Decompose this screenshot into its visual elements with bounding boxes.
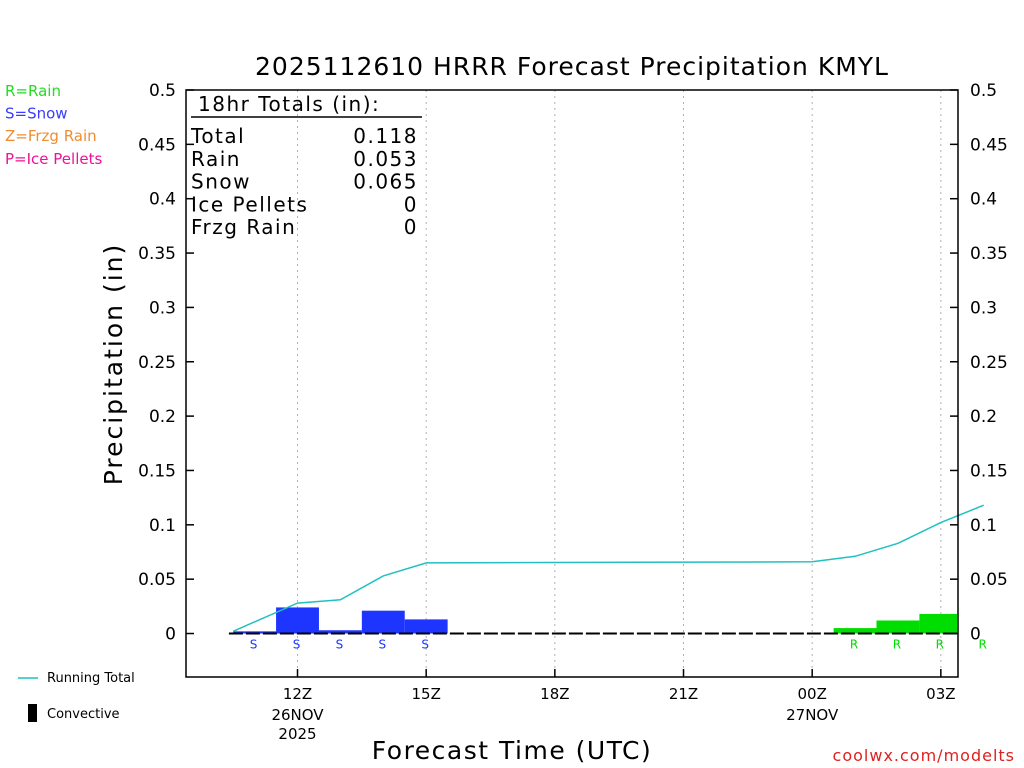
running-total-legend-label: Running Total [47, 671, 135, 686]
y-tick-label-right-0.2: 0.2 [970, 407, 997, 427]
y-tick-label-left-0.5: 0.5 [149, 81, 176, 101]
y-tick-label-right-0.05: 0.05 [970, 570, 1008, 590]
y-tick-label-left-0.1: 0.1 [149, 516, 176, 536]
y-tick-label-left-0.15: 0.15 [138, 461, 176, 481]
y-tick-label-left-0.2: 0.2 [149, 407, 176, 427]
bar-hour-11 [233, 631, 277, 634]
y-tick-label-right-0.4: 0.4 [970, 190, 997, 210]
legend-S: S=Snow [5, 105, 68, 123]
x-tick-year-12Z: 2025 [278, 725, 316, 743]
y-tick-label-right-0.5: 0.5 [970, 81, 997, 101]
x-tick-label-12Z: 12Z [283, 685, 312, 703]
y-tick-label-left-0: 0 [165, 625, 176, 645]
precip-type-label-25: R [850, 638, 858, 652]
precip-type-label-12: S [293, 638, 301, 652]
precip-type-legend: R=Rain S=Snow Z=Frzg Rain P=Ice Pellets [5, 82, 102, 168]
x-tick-label-21Z: 21Z [669, 685, 698, 703]
running-total-series [232, 504, 984, 632]
y-tick-label-left-0.35: 0.35 [138, 244, 176, 264]
convective-legend-label: Convective [47, 707, 120, 722]
x-tick-date-12Z: 26NOV [271, 706, 324, 724]
totals-header: 18hr Totals (in): [198, 92, 380, 116]
totals-label-2: Snow [191, 170, 251, 194]
x-tick-label-18Z: 18Z [540, 685, 569, 703]
bar-hour-27 [919, 613, 957, 634]
precip-type-label-11: S [250, 638, 258, 652]
bar-hour-12 [276, 607, 319, 634]
totals-label-0: Total [190, 124, 245, 148]
credit-text: coolwx.com/modelts [833, 746, 1015, 765]
chart-title: 2025112610 HRRR Forecast Precipitation K… [255, 52, 889, 81]
y-tick-label-right-0.25: 0.25 [970, 353, 1008, 373]
y-tick-label-right-0.1: 0.1 [970, 516, 997, 536]
bar-hour-25 [833, 628, 877, 634]
series-legend: Running Total Convective [18, 671, 135, 722]
y-tick-label-left-0.05: 0.05 [138, 570, 176, 590]
totals-label-3: Ice Pellets [191, 192, 308, 216]
y-tick-label-right-0.3: 0.3 [970, 298, 997, 318]
precip-type-label-27: R [936, 638, 944, 652]
bar-hour-13 [318, 630, 362, 634]
totals-rows: Total 0.118 Rain 0.053 Snow 0.065 Ice Pellets 0… [190, 124, 418, 239]
y-tick-label-left-0.45: 0.45 [138, 135, 176, 155]
totals-value-0: 0.118 [353, 124, 418, 148]
totals-label-4: Frzg Rain [191, 215, 296, 239]
legend-Z: Z=Frzg Rain [5, 127, 97, 145]
legend-P: P=Ice Pellets [5, 150, 102, 168]
totals-value-2: 0.065 [353, 170, 418, 194]
y-tick-label-left-0.4: 0.4 [149, 190, 176, 210]
precip-type-label-13: S [336, 638, 344, 652]
precip-type-label-15: S [421, 638, 429, 652]
precip-type-label-26: R [893, 638, 901, 652]
bar-hour-26 [876, 620, 920, 634]
bar-hour-15 [404, 619, 448, 634]
y-tick-label-right-0: 0 [970, 625, 981, 645]
y-tick-label-right-0.35: 0.35 [970, 244, 1008, 264]
y-axis-ticks: 0 00.05 0.050.1 0.10.15 0.150.2 0.20.25 0.250.… [138, 81, 1008, 645]
y-tick-label-left-0.3: 0.3 [149, 298, 176, 318]
y-tick-label-right-0.15: 0.15 [970, 461, 1008, 481]
totals-box: 18hr Totals (in): Total 0.118 Rain 0.053 Sno… [190, 92, 422, 239]
x-tick-date-00Z: 27NOV [786, 706, 839, 724]
y-tick-label-left-0.25: 0.25 [138, 353, 176, 373]
convective-legend-swatch [28, 704, 37, 722]
precip-type-label-14: S [378, 638, 386, 652]
y-tick-label-right-0.45: 0.45 [970, 135, 1008, 155]
x-tick-label-03Z: 03Z [926, 685, 955, 703]
x-tick-label-15Z: 15Z [411, 685, 440, 703]
legend-R: R=Rain [5, 82, 61, 100]
totals-label-1: Rain [191, 147, 241, 171]
gridlines [297, 90, 942, 677]
plot-frame [185, 89, 959, 678]
y-axis-label: Precipitation (in) [99, 243, 128, 486]
running-total-line [232, 504, 984, 632]
precip-type-label-28: R [979, 638, 987, 652]
x-tick-label-00Z: 00Z [797, 685, 826, 703]
totals-value-1: 0.053 [353, 147, 418, 171]
x-axis-label: Forecast Time (UTC) [372, 736, 652, 765]
precip-bars [233, 607, 957, 634]
totals-value-4: 0 [404, 215, 418, 239]
totals-value-3: 0 [404, 192, 418, 216]
bar-hour-14 [361, 610, 405, 634]
